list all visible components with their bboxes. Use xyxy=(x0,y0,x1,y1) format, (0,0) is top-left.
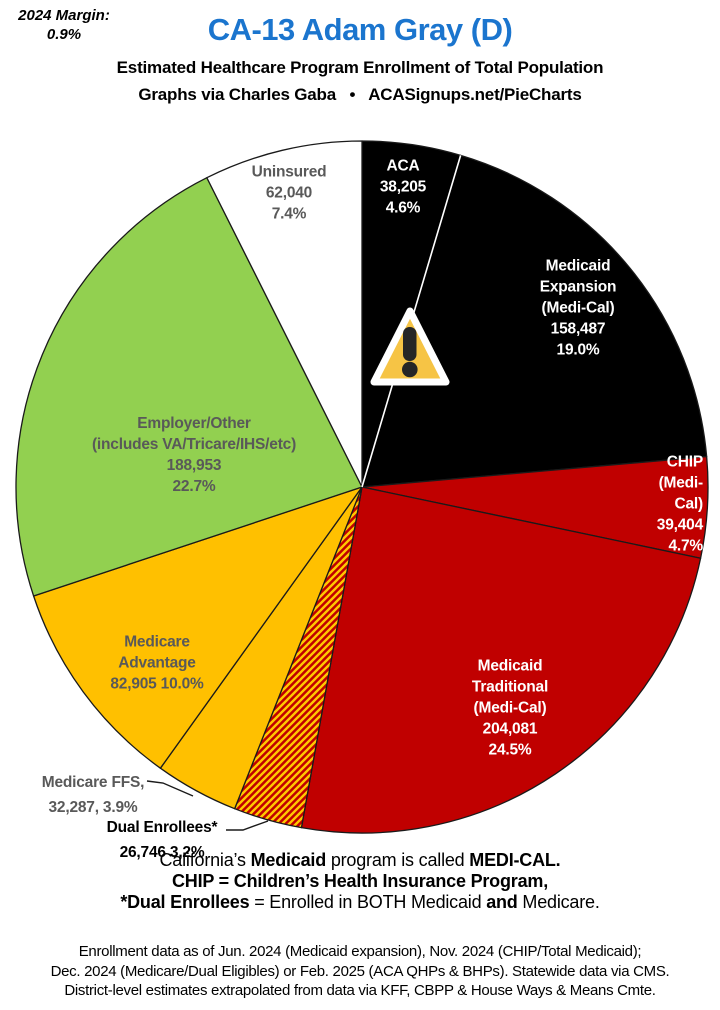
margin-note-label: 2024 Margin: xyxy=(18,7,110,24)
note-segment: CHIP = Children’s Health Insurance Progr… xyxy=(171,871,548,891)
footer-line: Dec. 2024 (Medicare/Dual Eligibles) or F… xyxy=(50,962,670,980)
note-segment: = Enrolled in BOTH Medicaid xyxy=(249,892,487,912)
pie-slice-employer-other xyxy=(15,177,363,597)
leader-line-dual-enrollees xyxy=(226,820,269,831)
note-segment: California’s xyxy=(159,850,251,870)
note-segment: program is called xyxy=(326,850,470,870)
chart-subtitle: Estimated Healthcare Program Enrollment … xyxy=(116,58,604,77)
credit-line: Graphs via Charles Gaba • ACASignups.net… xyxy=(138,85,582,104)
note-segment: and xyxy=(486,892,518,912)
footer-line: District-level estimates extrapolated fr… xyxy=(64,982,656,999)
pie-slice-medicaid-traditional xyxy=(300,486,702,834)
note-segment: MEDI-CAL. xyxy=(469,850,561,870)
margin-note: 2024 Margin: 0.9% xyxy=(6,6,122,44)
note-segment: Medicare. xyxy=(517,892,600,912)
note-line: CHIP = Children’s Health Insurance Progr… xyxy=(0,871,720,892)
leader-line-medicare-ffs xyxy=(146,780,194,797)
note-segment: *Dual Enrollees xyxy=(120,892,250,912)
pie-slice-medicare-advantage xyxy=(32,486,363,769)
footer-block: Enrollment data as of Jun. 2024 (Medicai… xyxy=(0,942,720,1001)
pie-slice-uninsured xyxy=(206,140,363,488)
note-segment: Medicaid xyxy=(250,850,327,870)
pie-slice-medicaid-expansion xyxy=(361,154,708,488)
warning-icon xyxy=(370,307,450,386)
margin-note-value: 0.9% xyxy=(46,26,82,43)
notes-block: California’s Medicaid program is called … xyxy=(0,850,720,913)
page-title: CA-13 Adam Gray (D) xyxy=(207,12,513,47)
footer-line: Enrollment data as of Jun. 2024 (Medicai… xyxy=(78,943,642,960)
note-line: California’s Medicaid program is called … xyxy=(0,850,720,871)
note-line: *Dual Enrollees = Enrolled in BOTH Medic… xyxy=(0,892,720,913)
